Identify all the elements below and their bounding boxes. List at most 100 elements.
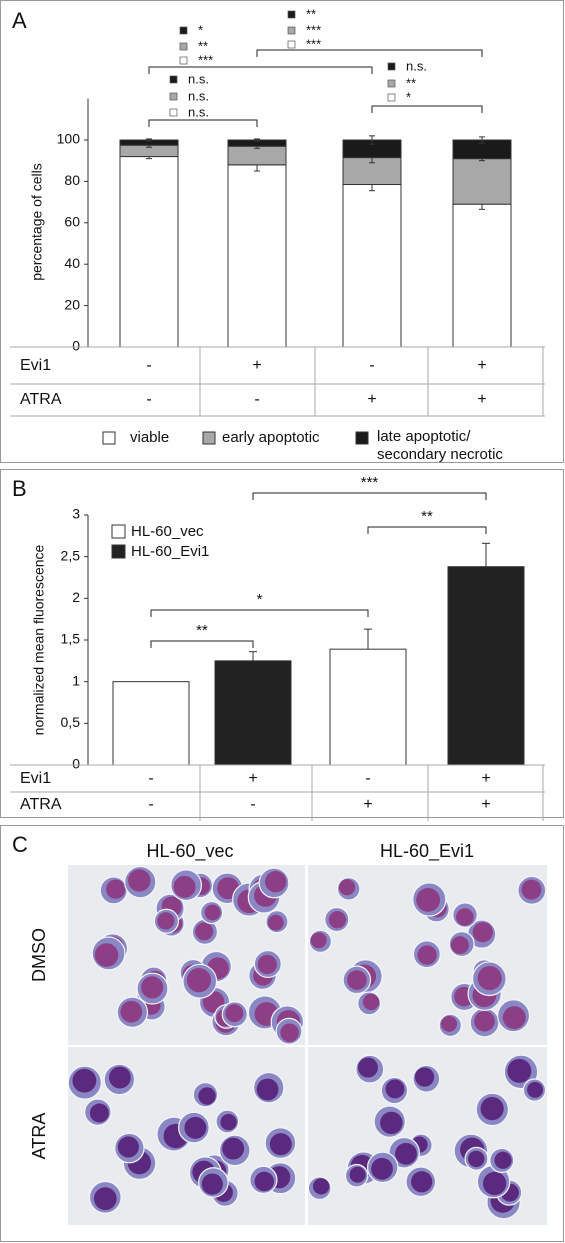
nucleus bbox=[441, 1015, 458, 1032]
condition-value: - bbox=[250, 796, 255, 813]
row-label: ATRA bbox=[20, 796, 62, 813]
nucleus bbox=[93, 1187, 117, 1211]
nucleus bbox=[312, 1178, 330, 1195]
nucleus bbox=[385, 1079, 405, 1099]
significance-label: *** bbox=[306, 36, 321, 51]
significance-label: * bbox=[257, 591, 263, 608]
legend-label-box: late apoptotic/ secondary necrotic bbox=[377, 428, 503, 463]
significance-bracket bbox=[367, 526, 487, 534]
y-tick-label: 0 bbox=[72, 338, 80, 354]
y-axis-label: percentage of cells bbox=[29, 163, 45, 281]
nucleus bbox=[173, 875, 196, 898]
significance-bracket bbox=[150, 640, 254, 648]
significance-bracket bbox=[148, 119, 258, 127]
significance-label: * bbox=[406, 89, 411, 104]
significance-symbol bbox=[169, 75, 178, 84]
y-tick-label: 1 bbox=[72, 672, 80, 688]
nucleus bbox=[328, 911, 347, 929]
y-tick-label: 1,5 bbox=[61, 631, 81, 647]
bar-segment bbox=[452, 203, 512, 348]
y-tick-label: 0 bbox=[72, 756, 80, 772]
nucleus bbox=[94, 943, 119, 967]
nucleus bbox=[480, 1097, 504, 1121]
significance-bracket bbox=[371, 105, 483, 113]
legend-swatch bbox=[111, 544, 126, 559]
significance-bracket bbox=[256, 49, 483, 57]
error-bar bbox=[249, 651, 257, 661]
significance-symbol bbox=[179, 42, 188, 51]
condition-value: - bbox=[148, 796, 153, 813]
nucleus bbox=[502, 1006, 526, 1030]
bar-segment bbox=[227, 145, 287, 166]
panel-label: C bbox=[12, 832, 28, 857]
significance-label: ** bbox=[306, 6, 316, 21]
error-bar bbox=[364, 628, 372, 650]
condition-value: - bbox=[369, 357, 374, 374]
nucleus bbox=[106, 879, 126, 899]
bar bbox=[329, 648, 407, 766]
condition-value: + bbox=[481, 796, 490, 813]
nucleus bbox=[186, 968, 211, 993]
y-tick-label: 80 bbox=[64, 172, 80, 188]
row-label: Evi1 bbox=[20, 357, 51, 374]
legend-label: HL-60_Evi1 bbox=[131, 543, 209, 560]
nucleus bbox=[72, 1068, 97, 1093]
nucleus bbox=[157, 912, 175, 930]
row-label: DMSO bbox=[29, 928, 49, 982]
condition-value: + bbox=[477, 391, 486, 408]
nucleus bbox=[222, 1137, 245, 1160]
significance-symbol bbox=[179, 56, 188, 65]
nucleus bbox=[521, 879, 542, 900]
significance-label: ** bbox=[406, 75, 416, 90]
nucleus bbox=[474, 1010, 495, 1032]
nucleus bbox=[220, 1113, 237, 1131]
nucleus bbox=[494, 1151, 512, 1169]
condition-value: - bbox=[254, 391, 259, 408]
significance-symbol bbox=[387, 62, 396, 71]
nucleus bbox=[108, 1066, 131, 1089]
nucleus bbox=[451, 936, 469, 955]
nucleus bbox=[280, 1023, 299, 1042]
legend-label: early apoptotic bbox=[222, 429, 320, 446]
significance-symbol bbox=[287, 10, 296, 19]
nucleus bbox=[482, 1171, 507, 1196]
nucleus bbox=[380, 1111, 403, 1135]
significance-label: ** bbox=[196, 622, 208, 639]
nucleus bbox=[417, 945, 437, 965]
nucleus bbox=[339, 879, 356, 896]
nucleus bbox=[507, 1058, 532, 1083]
nucleus bbox=[411, 1171, 433, 1193]
significance-label: *** bbox=[361, 474, 379, 491]
significance-label: *** bbox=[306, 22, 321, 37]
nucleus bbox=[204, 904, 221, 921]
error-bar bbox=[482, 542, 490, 567]
bar-segment bbox=[227, 164, 287, 348]
nucleus bbox=[414, 1067, 435, 1087]
nucleus bbox=[225, 1004, 244, 1023]
significance-label: *** bbox=[198, 52, 213, 67]
significance-bracket bbox=[252, 492, 487, 500]
bar-segment bbox=[452, 158, 512, 205]
significance-symbol bbox=[169, 108, 178, 117]
error-bar bbox=[369, 135, 375, 145]
panel-label: B bbox=[12, 476, 27, 501]
bar-segment bbox=[119, 156, 179, 348]
nucleus bbox=[256, 1078, 279, 1101]
bar bbox=[447, 566, 525, 766]
row-label: ATRA bbox=[20, 391, 62, 408]
condition-value: + bbox=[248, 770, 257, 787]
significance-symbol bbox=[387, 79, 396, 88]
y-tick-label: 100 bbox=[57, 131, 81, 147]
nucleus bbox=[527, 1081, 544, 1098]
nucleus bbox=[267, 914, 284, 931]
y-tick-label: 60 bbox=[64, 214, 80, 230]
condition-value: - bbox=[148, 770, 153, 787]
condition-value: + bbox=[367, 391, 376, 408]
error-bar bbox=[254, 138, 260, 142]
legend-label: late apoptotic/ secondary necrotic bbox=[377, 428, 503, 463]
significance-label: ** bbox=[198, 38, 208, 53]
nucleus bbox=[184, 1116, 207, 1139]
nucleus bbox=[120, 1000, 143, 1023]
significance-label: n.s. bbox=[188, 104, 209, 119]
